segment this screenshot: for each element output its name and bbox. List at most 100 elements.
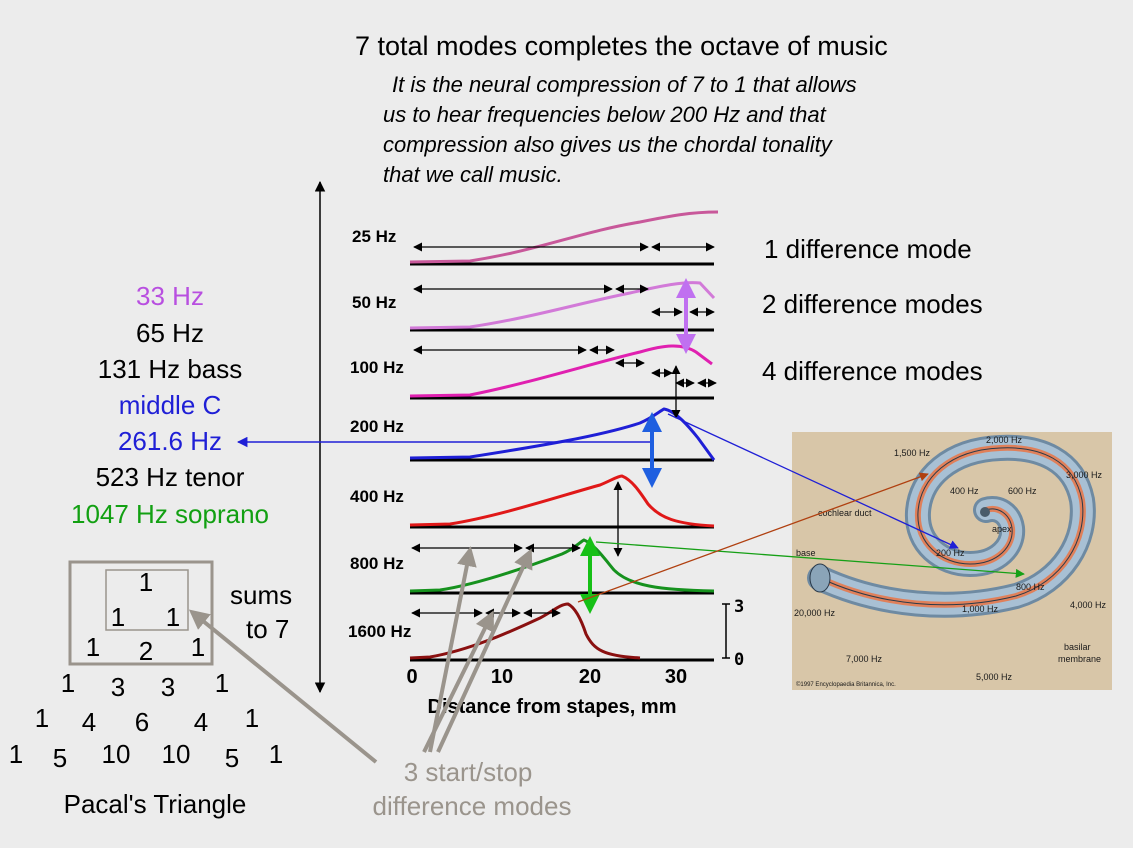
triangle-num: 5: [225, 743, 239, 773]
x-axis: 0 10 20 30 Distance from stapes, mm: [406, 666, 687, 718]
triangle-num: 10: [102, 739, 131, 769]
header-note-line: It is the neural compression of 7 to 1 t…: [392, 72, 857, 97]
x-tick: 20: [579, 666, 601, 688]
scale-tick: 0: [734, 650, 744, 670]
x-tick: 0: [406, 666, 417, 688]
triangle-num: 10: [162, 739, 191, 769]
start-stop-arrows: [188, 546, 533, 764]
amplitude-scale: 3 0: [722, 597, 744, 670]
row-label-200hz: 200 Hz: [350, 417, 404, 436]
triangle-num: 4: [194, 707, 208, 737]
triangle-num: 3: [111, 672, 125, 702]
row-label-800hz: 800 Hz: [350, 554, 404, 573]
curve-baselines: [410, 262, 714, 662]
freq-33hz: 33 Hz: [136, 281, 204, 311]
curve-25hz: [409, 210, 719, 264]
triangle-num: 4: [82, 707, 96, 737]
scale-tick: 3: [734, 597, 744, 617]
cochlea-label-2000: 2,000 Hz: [986, 435, 1023, 445]
x-tick: 10: [491, 666, 513, 688]
freq-65hz: 65 Hz: [136, 318, 204, 348]
triangle-num: 1: [139, 567, 153, 597]
triangle-caption: Pacal's Triangle: [64, 789, 247, 819]
cochlea-label-600: 600 Hz: [1008, 486, 1037, 496]
x-tick: 30: [665, 666, 687, 688]
triangle-num: 2: [139, 636, 153, 666]
freq-middle-c: middle C: [119, 390, 222, 420]
triangle-num: 5: [53, 743, 67, 773]
cochlea-label-20000: 20,000 Hz: [794, 608, 836, 618]
x-axis-label: Distance from stapes, mm: [428, 696, 677, 718]
row-label-25hz: 25 Hz: [352, 227, 396, 246]
cochlea-label-1000: 1,000 Hz: [962, 604, 999, 614]
triangle-num: 1: [191, 632, 205, 662]
brown-cochlea-link: [577, 472, 929, 603]
row-label-1600hz: 1600 Hz: [348, 622, 411, 641]
cochlea-label-membrane-2: membrane: [1058, 654, 1101, 664]
triangle-num: 1: [269, 739, 283, 769]
sums-label: sums: [230, 580, 292, 610]
start-stop-label: 3 start/stop: [404, 757, 533, 787]
sums-label-2: to 7: [246, 614, 289, 644]
freq-131hz: 131 Hz bass: [98, 354, 243, 384]
header-note-line: us to hear frequencies below 200 Hz and …: [383, 102, 827, 127]
row-label-50hz: 50 Hz: [352, 293, 396, 312]
cochlea-copyright: ©1997 Encyclopaedia Britannica, Inc.: [796, 681, 896, 688]
triangle-num: 1: [245, 703, 259, 733]
cochlea-illustration: 2,000 Hz 1,500 Hz 3,000 Hz 400 Hz 600 Hz…: [792, 432, 1112, 690]
row-label-400hz: 400 Hz: [350, 487, 404, 506]
cochlea-labels: 2,000 Hz 1,500 Hz 3,000 Hz 400 Hz 600 Hz…: [794, 435, 1107, 688]
frequency-list: 33 Hz 65 Hz 131 Hz bass middle C 261.6 H…: [71, 281, 269, 529]
cochlea-label-duct: cochlear duct: [818, 508, 872, 518]
curve-400hz: [409, 474, 715, 528]
triangle-num: 1: [61, 668, 75, 698]
gray-arrow: [436, 548, 533, 753]
cochlea-label-base: base: [796, 548, 816, 558]
mode-span-arrows: [411, 242, 717, 618]
cochlea-label-apex: apex: [992, 524, 1012, 534]
cochlea-label-1500: 1,500 Hz: [894, 448, 931, 458]
triangle-outer-frame: [68, 560, 214, 666]
freq-523hz: 523 Hz tenor: [96, 462, 245, 492]
gray-arrow: [188, 609, 378, 764]
blue-cochlea-link: [667, 413, 959, 549]
curve-200hz: [409, 407, 716, 461]
triangle-num: 1: [86, 632, 100, 662]
cochlea-label-membrane: basilar: [1064, 642, 1091, 652]
cochlea-base-opening: [809, 563, 831, 593]
green-cochlea-link: [595, 541, 1025, 578]
triangle-inner-frame: [105, 569, 189, 631]
curve-1600hz: [409, 602, 641, 660]
mode-label-two: 2 difference modes: [762, 289, 983, 319]
curve-labels: 25 Hz 50 Hz 100 Hz 200 Hz 400 Hz 800 Hz …: [348, 227, 411, 641]
cochlea-label-5000: 5,000 Hz: [976, 672, 1013, 682]
mode-label-one: 1 difference mode: [764, 234, 972, 264]
triangle-num: 1: [166, 602, 180, 632]
freq-261hz: 261.6 Hz: [118, 426, 222, 456]
gray-arrow: [428, 546, 477, 753]
start-stop-label-2: difference modes: [373, 791, 572, 821]
cochlea-label-7000: 7,000 Hz: [846, 654, 883, 664]
cochlea-label-800: 800 Hz: [1016, 582, 1045, 592]
triangle-num: 1: [9, 739, 23, 769]
triangle-num: 6: [135, 707, 149, 737]
triangle-num: 1: [35, 703, 49, 733]
header-note: It is the neural compression of 7 to 1 t…: [383, 72, 857, 187]
cochlea-label-400: 400 Hz: [950, 486, 979, 496]
freq-1047hz: 1047 Hz soprano: [71, 499, 269, 529]
pascal-triangle: 1 1 1 1 2 1 1 3 3 1 1 4 6 4 1 1 5 10 10 …: [9, 567, 283, 773]
triangle-num: 1: [111, 602, 125, 632]
cochlea-apex: [980, 507, 990, 517]
header-title: 7 total modes completes the octave of mu…: [355, 31, 888, 61]
mode-label-four: 4 difference modes: [762, 356, 983, 386]
curve-100hz: [409, 344, 713, 398]
envelope-curves: [409, 210, 719, 660]
triangle-num: 1: [215, 668, 229, 698]
header-note-line: that we call music.: [383, 162, 563, 187]
cochlea-label-4000: 4,000 Hz: [1070, 600, 1107, 610]
header-note-line: compression also gives us the chordal to…: [383, 132, 834, 157]
cochlea-label-3000: 3,000 Hz: [1066, 470, 1103, 480]
cochlea-label-200: 200 Hz: [936, 548, 965, 558]
triangle-num: 3: [161, 672, 175, 702]
